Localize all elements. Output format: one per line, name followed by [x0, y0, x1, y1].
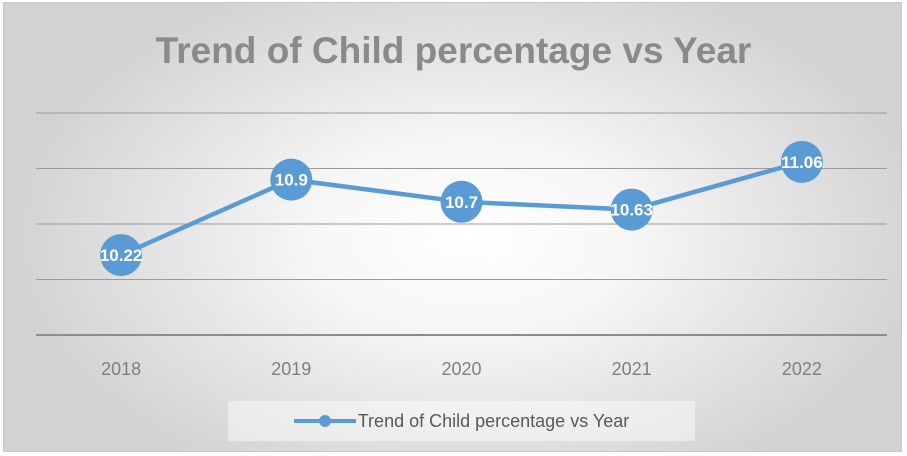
- data-point: [780, 140, 823, 183]
- chart-title: Trend of Child percentage vs Year: [155, 30, 752, 71]
- legend-label: Trend of Child percentage vs Year: [357, 410, 630, 431]
- data-label: 10.63: [610, 201, 653, 220]
- data-point: [610, 188, 653, 231]
- x-axis-ticks: 2018 2019 2020 2021 2022: [101, 359, 822, 379]
- data-label: 10.7: [445, 193, 478, 212]
- data-label: 10.22: [100, 246, 143, 265]
- legend: Trend of Child percentage vs Year: [228, 401, 695, 441]
- data-label: 11.06: [781, 153, 823, 172]
- x-tick-label: 2021: [612, 359, 652, 379]
- x-tick-label: 2018: [101, 359, 141, 379]
- data-label: 10.9: [275, 171, 308, 190]
- series-layer: 10.22 10.9 10.7 10.63 11.06: [100, 140, 823, 277]
- data-point: [270, 158, 313, 201]
- x-tick-label: 2020: [441, 359, 481, 379]
- chart-area: [3, 2, 902, 452]
- gridlines: [36, 112, 887, 280]
- legend-swatch: [293, 414, 356, 428]
- data-point: [440, 180, 483, 223]
- x-tick-label: 2019: [271, 359, 311, 379]
- x-tick-label: 2022: [782, 359, 822, 379]
- data-point: [100, 234, 143, 277]
